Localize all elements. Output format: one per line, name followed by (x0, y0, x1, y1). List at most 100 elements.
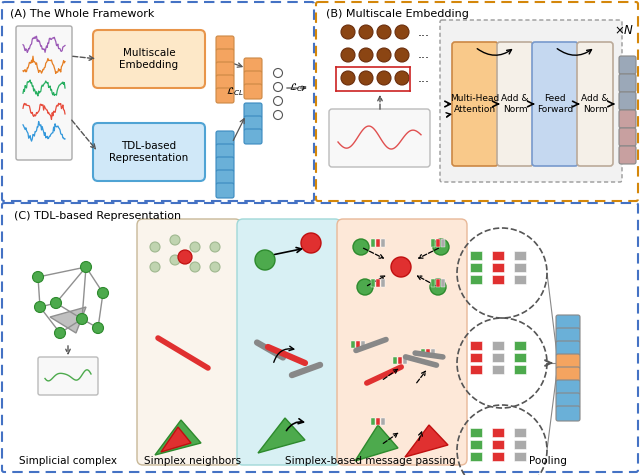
Bar (393, 357, 397, 364)
Bar (514, 251, 526, 260)
FancyBboxPatch shape (329, 109, 430, 167)
Circle shape (81, 262, 92, 273)
Polygon shape (258, 418, 305, 453)
Text: Pooling: Pooling (529, 456, 567, 466)
Text: (C) TDL-based Representation: (C) TDL-based Representation (14, 211, 181, 221)
Circle shape (150, 242, 160, 252)
FancyBboxPatch shape (216, 131, 234, 146)
Bar (431, 279, 435, 287)
Circle shape (395, 25, 409, 39)
Circle shape (170, 235, 180, 245)
Bar (376, 418, 380, 425)
Bar (470, 263, 482, 272)
FancyBboxPatch shape (556, 341, 580, 356)
FancyBboxPatch shape (556, 380, 580, 395)
Circle shape (190, 242, 200, 252)
FancyBboxPatch shape (556, 315, 580, 330)
FancyBboxPatch shape (619, 56, 636, 74)
Circle shape (359, 25, 373, 39)
Circle shape (430, 279, 446, 295)
FancyBboxPatch shape (216, 36, 234, 51)
Bar (381, 279, 385, 287)
Circle shape (273, 111, 282, 120)
FancyBboxPatch shape (216, 170, 234, 185)
Bar (514, 353, 526, 362)
Polygon shape (405, 425, 448, 457)
Bar (436, 239, 440, 247)
Circle shape (54, 327, 65, 339)
Bar (492, 353, 504, 362)
Polygon shape (155, 420, 201, 455)
FancyBboxPatch shape (216, 144, 234, 159)
FancyBboxPatch shape (244, 84, 262, 99)
Circle shape (150, 262, 160, 272)
Bar (436, 279, 440, 287)
FancyBboxPatch shape (244, 71, 262, 86)
FancyBboxPatch shape (237, 219, 341, 465)
Bar (514, 365, 526, 374)
Text: $\times N$: $\times N$ (614, 23, 634, 37)
Bar (514, 440, 526, 449)
Text: ...: ... (418, 48, 430, 61)
Bar (403, 357, 407, 364)
FancyBboxPatch shape (556, 406, 580, 421)
Text: Simplicial complex: Simplicial complex (19, 456, 117, 466)
Text: $\mathcal{L}_{CL}$: $\mathcal{L}_{CL}$ (226, 86, 244, 98)
Bar (398, 357, 402, 364)
FancyBboxPatch shape (619, 110, 636, 128)
Bar (431, 239, 435, 247)
FancyBboxPatch shape (93, 30, 205, 88)
FancyBboxPatch shape (38, 357, 98, 395)
Bar (514, 428, 526, 437)
FancyBboxPatch shape (216, 88, 234, 103)
Text: Simplex neighbors: Simplex neighbors (145, 456, 241, 466)
Bar (361, 341, 365, 348)
Circle shape (341, 25, 355, 39)
FancyBboxPatch shape (497, 42, 533, 166)
Bar (492, 440, 504, 449)
Circle shape (353, 239, 369, 255)
Circle shape (433, 239, 449, 255)
Circle shape (190, 262, 200, 272)
FancyBboxPatch shape (216, 62, 234, 77)
Bar (514, 263, 526, 272)
Text: ...: ... (418, 26, 430, 38)
Text: ...: ... (418, 72, 430, 85)
Circle shape (273, 96, 282, 105)
Polygon shape (355, 425, 398, 461)
Circle shape (170, 255, 180, 265)
Polygon shape (50, 307, 86, 333)
FancyBboxPatch shape (619, 146, 636, 164)
Bar (514, 341, 526, 350)
Circle shape (35, 302, 45, 313)
Bar (492, 365, 504, 374)
Circle shape (377, 48, 391, 62)
Bar (381, 239, 385, 247)
FancyBboxPatch shape (619, 92, 636, 110)
Text: Add &
Norm: Add & Norm (501, 95, 529, 114)
Bar (492, 341, 504, 350)
Bar (470, 428, 482, 437)
Circle shape (210, 242, 220, 252)
FancyBboxPatch shape (337, 219, 467, 465)
Text: Add &
Norm: Add & Norm (581, 95, 609, 114)
Bar (371, 239, 375, 247)
Circle shape (391, 257, 411, 277)
FancyBboxPatch shape (216, 157, 234, 172)
Bar (492, 452, 504, 461)
FancyBboxPatch shape (452, 42, 498, 166)
Bar (492, 275, 504, 284)
Circle shape (178, 250, 192, 264)
Bar (470, 440, 482, 449)
Circle shape (359, 48, 373, 62)
Circle shape (395, 71, 409, 85)
Circle shape (273, 83, 282, 92)
Bar (470, 275, 482, 284)
Bar (492, 251, 504, 260)
FancyBboxPatch shape (556, 367, 580, 382)
FancyBboxPatch shape (216, 183, 234, 198)
Text: Simplex-based message passing: Simplex-based message passing (285, 456, 455, 466)
Bar (376, 239, 380, 247)
Bar (470, 251, 482, 260)
Text: Multiscale
Embedding: Multiscale Embedding (120, 48, 179, 70)
